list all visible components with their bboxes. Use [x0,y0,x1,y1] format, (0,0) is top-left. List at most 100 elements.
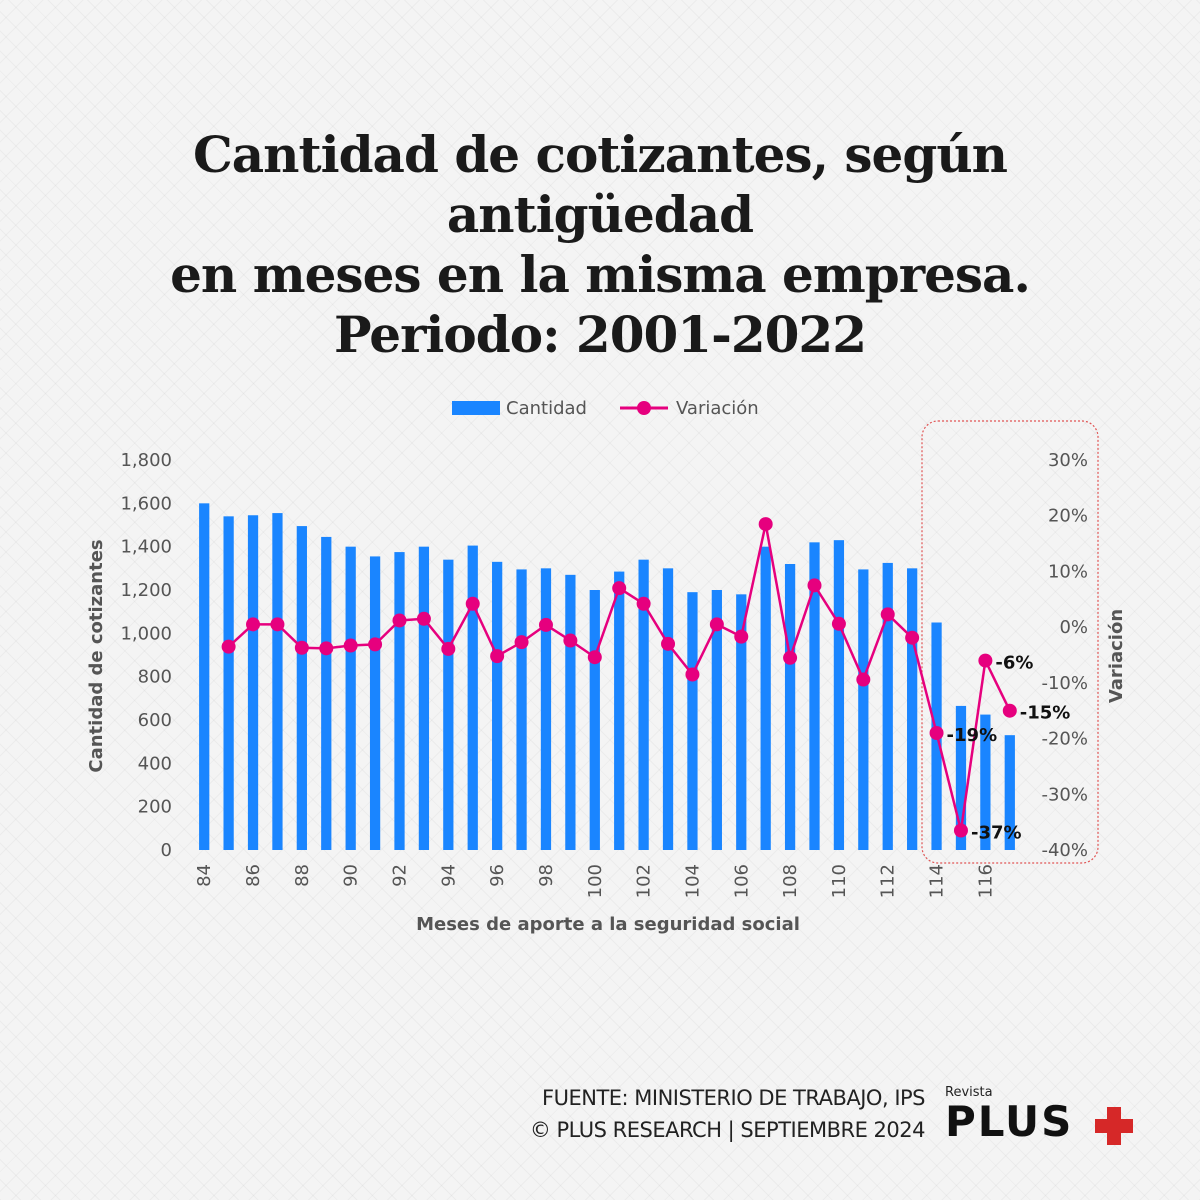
x-tick-label: 98 [536,864,557,887]
bar [711,590,722,850]
bar [980,714,991,850]
variation-point [221,639,236,654]
bar [858,569,869,850]
bar [394,552,405,850]
variation-point [831,616,846,631]
bar [833,540,845,850]
bar [589,590,600,850]
legend-line-label: Variación [676,398,759,419]
variation-point [953,823,968,838]
x-tick-label: 94 [438,864,459,887]
variation-point [319,641,334,656]
footer: FUENTE: MINISTERIO DE TRABAJO, IPS © PLU… [529,1082,926,1146]
credit-text: © PLUS RESEARCH | SEPTIEMBRE 2024 [529,1118,926,1142]
bar [369,556,381,850]
bar [809,542,820,850]
bar [199,503,210,850]
variation-point [416,611,431,626]
bar [687,592,698,850]
bar [907,568,918,850]
variation-point [856,672,871,687]
y2-tick-label: -20% [1041,729,1088,750]
bar [321,536,332,850]
y2-tick-label: 10% [1048,561,1088,582]
x-axis: 84 86 88 90 92 94 96 98 100 102 104 106 108 110 112 114… [194,864,996,898]
y-tick-label: 1,400 [120,537,172,558]
bar-series [199,503,1015,850]
y-tick-label: 1,800 [120,450,172,471]
variation-point [441,641,456,656]
y2-axis-title: Variación [1106,609,1127,703]
legend-bar-label: Cantidad [506,398,587,419]
y2-tick-label: 30% [1048,450,1088,471]
y-axis-title: Cantidad de cotizantes [86,539,107,772]
variation-point [758,517,773,532]
line-series [221,517,1017,838]
y-tick-label: 0 [161,840,172,861]
y-axis: 0 200 400 600 800 1,000 1,200 1,400 1,600 1,800 [120,450,172,861]
chart-legend: Cantidad Variación [452,398,759,419]
legend-line-marker [637,401,651,415]
variation-data-label: -6% [995,653,1033,674]
x-tick-label: 90 [341,864,362,887]
combo-chart: Cantidad Variación Cantidad de cotizante… [86,398,1127,935]
x-tick-label: 114 [927,864,948,898]
data-labels: -19% -37% -6% -15% [947,653,1071,844]
y-tick-label: 1,600 [120,493,172,514]
title-line-2: en meses en la misma empresa. [170,245,1031,304]
bar [272,513,283,850]
y2-tick-label: -10% [1041,673,1088,694]
bar [955,705,967,850]
title-line-1: Cantidad de cotizantes, según antigüedad [192,125,1008,244]
page-title: Cantidad de cotizantes, según antigüedad… [60,125,1140,365]
variation-point [465,596,480,611]
variation-point [636,596,651,611]
chart-container: Cantidad Variación Cantidad de cotizante… [0,380,1200,960]
bar [784,564,796,850]
variation-point [929,726,944,740]
brand-logo: Revista PLUS [945,1085,1145,1146]
variation-point [1002,703,1017,718]
x-tick-label: 92 [390,864,411,887]
bar [882,562,893,850]
x-tick-label: 84 [194,864,215,887]
x-tick-label: 110 [829,864,850,898]
variation-point [783,650,798,665]
bar [662,568,674,850]
plus-icon [1095,1107,1133,1145]
variation-point [709,617,724,632]
bar [638,559,649,850]
variation-point [514,635,529,650]
variation-data-label: -19% [947,725,998,746]
bar [296,526,307,850]
bar [540,568,552,850]
variation-data-label: -37% [971,823,1022,844]
y2-tick-label: -30% [1041,784,1088,805]
variation-point [978,653,993,668]
brand-small-text: Revista [945,1085,993,1100]
x-tick-label: 88 [292,864,313,887]
y-tick-label: 800 [138,667,172,688]
y2-tick-label: 0% [1059,617,1088,638]
bar [223,516,234,850]
bar [1004,735,1015,850]
x-tick-label: 100 [585,864,606,898]
x-tick-label: 86 [243,864,264,887]
variation-point [246,617,261,632]
bar [516,569,527,850]
variation-point [734,629,749,644]
y-tick-label: 400 [138,753,172,774]
variation-point [563,633,578,648]
y-tick-label: 1,000 [120,623,172,644]
variation-point [270,617,285,632]
variation-point [905,630,920,645]
variation-data-label: -15% [1020,703,1071,724]
variation-point [587,650,602,665]
y-tick-label: 200 [138,797,172,818]
source-text: FUENTE: MINISTERIO DE TRABAJO, IPS [542,1086,925,1110]
x-axis-title: Meses de aporte a la seguridad social [416,914,800,935]
highlight-box [921,420,1099,864]
title-line-3: Periodo: 2001-2022 [334,305,867,364]
y2-tick-label: -40% [1041,840,1088,861]
bar [443,559,454,850]
